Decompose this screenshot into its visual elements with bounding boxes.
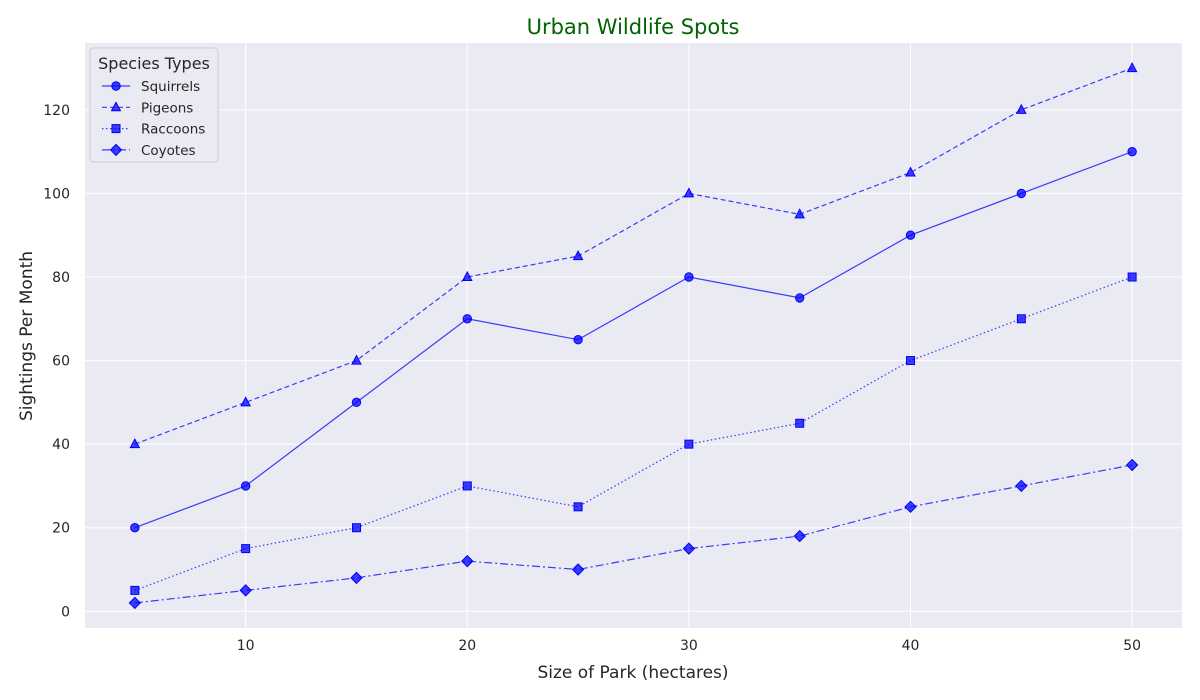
legend-marker-raccoons <box>111 124 121 134</box>
data-point-squirrels <box>240 481 251 491</box>
data-point-pigeons <box>572 250 584 261</box>
y-tick-label: 100 <box>43 186 70 202</box>
y-tick-label: 20 <box>52 521 70 537</box>
legend-label-coyotes: Coyotes <box>141 143 196 159</box>
legend-label-raccoons: Raccoons <box>141 122 205 138</box>
data-point-coyotes <box>239 584 252 597</box>
data-point-pigeons <box>683 187 695 198</box>
data-point-raccoons <box>795 418 805 428</box>
data-point-raccoons <box>130 585 140 595</box>
series-line-coyotes <box>134 464 1133 604</box>
data-point-coyotes <box>1125 458 1139 472</box>
data-point-pigeons <box>1126 62 1138 73</box>
series-layer <box>128 62 1139 610</box>
y-axis-ticks: 0 20 40 60 80 100 120 <box>43 103 70 620</box>
series-pigeons <box>129 62 1138 449</box>
x-tick-label: 30 <box>680 638 698 654</box>
series-squirrels <box>130 146 1137 533</box>
legend-box <box>89 47 219 163</box>
legend-marker-coyotes <box>109 143 123 157</box>
data-point-pigeons <box>351 354 362 365</box>
data-point-raccoons <box>906 356 916 366</box>
data-point-coyotes <box>571 563 585 576</box>
series-line-pigeons <box>134 67 1133 445</box>
data-point-squirrels <box>462 314 472 324</box>
y-tick-label: 40 <box>52 437 70 453</box>
data-point-coyotes <box>682 542 696 555</box>
data-point-squirrels <box>130 523 140 533</box>
data-point-coyotes <box>904 500 917 514</box>
x-tick-label: 20 <box>458 638 476 654</box>
legend-item-coyotes: Coyotes <box>102 143 196 159</box>
x-tick-label: 40 <box>902 638 920 654</box>
data-point-coyotes <box>350 571 363 585</box>
data-point-pigeons <box>461 270 473 281</box>
x-tick-label: 50 <box>1123 638 1141 654</box>
legend-marker-squirrels <box>111 81 121 91</box>
series-line-squirrels <box>134 151 1133 529</box>
data-point-raccoons <box>684 439 694 449</box>
data-point-coyotes <box>793 529 806 543</box>
data-point-raccoons <box>1127 272 1137 282</box>
data-point-raccoons <box>241 544 251 554</box>
data-point-squirrels <box>1127 146 1137 157</box>
plot-background <box>85 43 1182 628</box>
x-tick-label: 10 <box>237 638 255 654</box>
x-axis-label: Size of Park (hectares) <box>537 663 728 683</box>
data-point-raccoons <box>1016 314 1026 324</box>
data-point-coyotes <box>1015 479 1028 493</box>
y-tick-label: 0 <box>61 604 70 620</box>
x-axis-ticks: 10 20 30 40 50 <box>237 638 1141 654</box>
data-point-pigeons <box>129 438 141 449</box>
data-point-squirrels <box>795 293 805 303</box>
data-point-raccoons <box>462 481 472 491</box>
data-point-squirrels <box>684 272 694 282</box>
data-point-coyotes <box>128 596 142 610</box>
chart-title: Urban Wildlife Spots <box>527 15 740 39</box>
series-raccoons <box>130 272 1137 595</box>
data-point-pigeons <box>1015 103 1027 114</box>
y-axis-label: Sightings Per Month <box>17 251 37 421</box>
legend-item-pigeons: Pigeons <box>102 100 193 116</box>
data-point-squirrels <box>905 230 916 240</box>
legend-item-squirrels: Squirrels <box>102 79 200 95</box>
legend-label-squirrels: Squirrels <box>141 79 200 95</box>
y-tick-label: 60 <box>52 354 70 370</box>
series-line-raccoons <box>134 276 1133 591</box>
legend-title: Species Types <box>98 54 210 73</box>
legend: Species Types Squirrels Pigeons Raccoons Co… <box>89 47 219 163</box>
grid-lines <box>85 43 1182 628</box>
legend-marker-pigeons <box>110 101 122 112</box>
legend-label-pigeons: Pigeons <box>141 100 193 116</box>
data-point-pigeons <box>905 166 916 177</box>
data-point-squirrels <box>1016 188 1027 199</box>
legend-items: Squirrels Pigeons Raccoons Coyotes <box>102 79 205 159</box>
legend-item-raccoons: Raccoons <box>102 122 205 138</box>
data-point-squirrels <box>351 397 362 408</box>
data-point-raccoons <box>573 502 583 512</box>
y-tick-label: 80 <box>52 270 70 286</box>
data-point-pigeons <box>240 396 252 407</box>
data-point-squirrels <box>573 334 583 345</box>
data-point-pigeons <box>794 208 806 219</box>
data-point-raccoons <box>351 523 361 533</box>
y-tick-label: 120 <box>43 103 70 119</box>
series-coyotes <box>128 458 1139 610</box>
data-point-coyotes <box>461 554 474 568</box>
